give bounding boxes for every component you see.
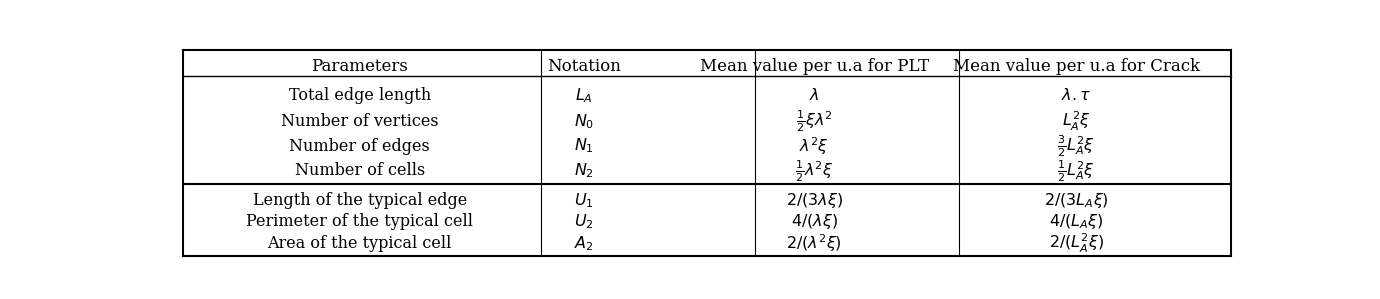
Text: Total edge length: Total edge length — [288, 87, 431, 104]
Text: $\lambda$: $\lambda$ — [809, 87, 820, 104]
Text: Notation: Notation — [548, 58, 621, 75]
Text: $2/(L_A^2\xi)$: $2/(L_A^2\xi)$ — [1049, 232, 1104, 255]
Text: $L_A$: $L_A$ — [575, 86, 593, 105]
Text: Length of the typical edge: Length of the typical edge — [253, 192, 466, 209]
Text: Mean value per u.a for Crack: Mean value per u.a for Crack — [952, 58, 1199, 75]
Text: $4/(L_A\xi)$: $4/(L_A\xi)$ — [1049, 212, 1104, 231]
Text: $U_1$: $U_1$ — [574, 191, 595, 210]
Text: $\lambda^2\xi$: $\lambda^2\xi$ — [799, 135, 829, 157]
Text: $\frac{1}{2}\xi\lambda^2$: $\frac{1}{2}\xi\lambda^2$ — [796, 109, 832, 134]
Text: Number of edges: Number of edges — [290, 138, 431, 155]
Text: $4/(\lambda\xi)$: $4/(\lambda\xi)$ — [791, 212, 838, 231]
Text: Mean value per u.a for PLT: Mean value per u.a for PLT — [700, 58, 929, 75]
Text: $2/(\lambda^2\xi)$: $2/(\lambda^2\xi)$ — [787, 233, 842, 254]
Text: $\frac{3}{2}L_A^2\xi$: $\frac{3}{2}L_A^2\xi$ — [1057, 133, 1096, 159]
Text: Number of vertices: Number of vertices — [282, 113, 439, 130]
Text: Number of cells: Number of cells — [294, 162, 425, 179]
Text: $L_A^2\xi$: $L_A^2\xi$ — [1061, 110, 1090, 133]
Text: $N_1$: $N_1$ — [574, 137, 595, 155]
Text: Area of the typical cell: Area of the typical cell — [268, 235, 451, 252]
Text: $2/(3L_A\xi)$: $2/(3L_A\xi)$ — [1043, 191, 1108, 210]
Text: $U_2$: $U_2$ — [574, 213, 595, 231]
Text: $\lambda.\tau$: $\lambda.\tau$ — [1061, 87, 1092, 104]
Text: $\frac{1}{2}\lambda^2\xi$: $\frac{1}{2}\lambda^2\xi$ — [795, 158, 834, 184]
Text: $N_2$: $N_2$ — [574, 161, 595, 180]
Text: $2/(3\lambda\xi)$: $2/(3\lambda\xi)$ — [785, 191, 843, 210]
Text: $N_0$: $N_0$ — [574, 112, 595, 131]
Text: $\frac{1}{2}L_A^2\xi$: $\frac{1}{2}L_A^2\xi$ — [1057, 158, 1096, 184]
Text: Perimeter of the typical cell: Perimeter of the typical cell — [246, 213, 473, 230]
Text: $A_2$: $A_2$ — [574, 234, 595, 253]
Text: Parameters: Parameters — [312, 58, 408, 75]
